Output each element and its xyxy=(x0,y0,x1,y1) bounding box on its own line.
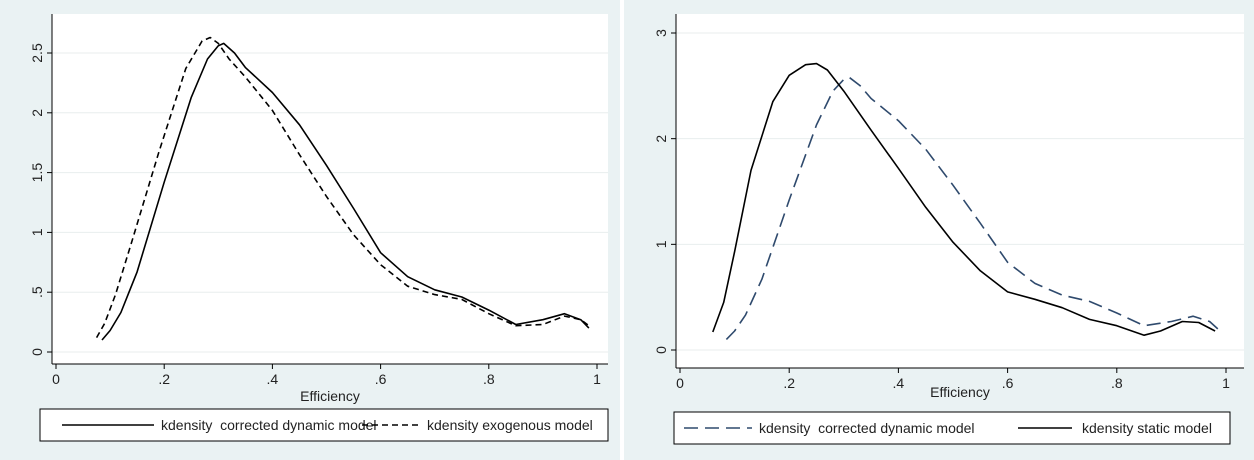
x-axis-title: Efficiency xyxy=(930,384,990,400)
x-tick-label: .4 xyxy=(893,375,905,391)
y-tick-label: 2 xyxy=(653,135,669,143)
plot-area xyxy=(676,14,1244,368)
x-tick-label: 0 xyxy=(52,371,60,387)
left-chart-panel: 0 .5 1 1.5 2 2.5 0 .2 .4 .6 .8 1 Efficiency kdensity … xyxy=(0,0,620,460)
x-tick-label: .6 xyxy=(375,371,387,387)
right-density-chart: 0 1 2 3 0 .2 .4 .6 .8 1 Efficiency kdensity correct… xyxy=(624,0,1254,460)
x-tick-label: 1 xyxy=(593,371,601,387)
legend-box xyxy=(673,411,1231,445)
legend-label: kdensity exogenous model xyxy=(427,417,593,433)
x-tick-label: 0 xyxy=(676,375,684,391)
series-line-2 xyxy=(712,62,1216,336)
y-tick-label: 1 xyxy=(29,228,45,236)
y-tick-label: 1 xyxy=(653,240,669,248)
y-tick-label: 3 xyxy=(653,29,669,37)
legend-label: kdensity static model xyxy=(1082,420,1212,436)
x-tick-label: .4 xyxy=(267,371,279,387)
x-axis-title: Efficiency xyxy=(300,388,360,404)
left-density-chart: 0 .5 1 1.5 2 2.5 0 .2 .4 .6 .8 1 Efficiency kdensity … xyxy=(0,0,620,460)
x-tick-label: .6 xyxy=(1002,375,1014,391)
y-tick-label: .5 xyxy=(29,286,45,298)
plot-area xyxy=(52,14,608,364)
series-line-1 xyxy=(101,42,590,341)
x-tick-label: .8 xyxy=(1111,375,1123,391)
y-tick-label: 1.5 xyxy=(29,163,45,183)
right-chart-panel: 0 1 2 3 0 .2 .4 .6 .8 1 Efficiency kdensity correct… xyxy=(624,0,1254,460)
y-tick-label: 2.5 xyxy=(29,43,45,63)
legend-label: kdensity corrected dynamic model xyxy=(759,420,975,436)
legend-label: kdensity corrected dynamic model xyxy=(161,417,377,433)
x-tick-label: .2 xyxy=(783,375,795,391)
series-line-2 xyxy=(95,36,590,338)
x-tick-label: .8 xyxy=(483,371,495,387)
x-tick-label: .2 xyxy=(158,371,170,387)
series-line-1 xyxy=(725,76,1219,340)
y-tick-label: 2 xyxy=(29,109,45,117)
y-tick-label: 0 xyxy=(653,346,669,354)
x-tick-label: 1 xyxy=(1222,375,1230,391)
y-tick-label: 0 xyxy=(29,348,45,356)
